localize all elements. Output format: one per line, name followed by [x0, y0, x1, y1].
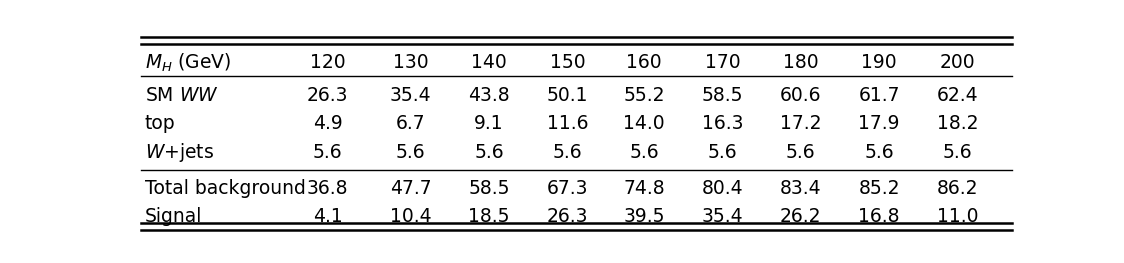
Text: 140: 140: [471, 53, 507, 72]
Text: 5.6: 5.6: [553, 143, 582, 161]
Text: 17.2: 17.2: [780, 114, 822, 133]
Text: 58.5: 58.5: [469, 179, 509, 198]
Text: 6.7: 6.7: [396, 114, 425, 133]
Text: 9.1: 9.1: [474, 114, 504, 133]
Text: 5.6: 5.6: [786, 143, 816, 161]
Text: 83.4: 83.4: [780, 179, 822, 198]
Text: 120: 120: [310, 53, 345, 72]
Text: 5.6: 5.6: [474, 143, 504, 161]
Text: Total background: Total background: [145, 179, 306, 198]
Text: top: top: [145, 114, 175, 133]
Text: 14.0: 14.0: [623, 114, 664, 133]
Text: 62.4: 62.4: [936, 86, 978, 105]
Text: 180: 180: [783, 53, 818, 72]
Text: 26.2: 26.2: [780, 207, 822, 226]
Text: 5.6: 5.6: [629, 143, 659, 161]
Text: Signal: Signal: [145, 207, 202, 226]
Text: SM $WW$: SM $WW$: [145, 86, 218, 105]
Text: 170: 170: [705, 53, 741, 72]
Text: 16.3: 16.3: [701, 114, 743, 133]
Text: 35.4: 35.4: [390, 86, 432, 105]
Text: 200: 200: [940, 53, 976, 72]
Text: 160: 160: [626, 53, 662, 72]
Text: 55.2: 55.2: [623, 86, 664, 105]
Text: 4.9: 4.9: [312, 114, 343, 133]
Text: 43.8: 43.8: [468, 86, 510, 105]
Text: 86.2: 86.2: [936, 179, 978, 198]
Text: 18.5: 18.5: [469, 207, 509, 226]
Text: 5.6: 5.6: [943, 143, 972, 161]
Text: 85.2: 85.2: [859, 179, 900, 198]
Text: 60.6: 60.6: [780, 86, 822, 105]
Text: 16.8: 16.8: [859, 207, 900, 226]
Text: 26.3: 26.3: [546, 207, 588, 226]
Text: 190: 190: [861, 53, 897, 72]
Text: 67.3: 67.3: [546, 179, 588, 198]
Text: 35.4: 35.4: [701, 207, 743, 226]
Text: $M_H$ (GeV): $M_H$ (GeV): [145, 52, 232, 74]
Text: 130: 130: [392, 53, 428, 72]
Text: 74.8: 74.8: [623, 179, 664, 198]
Text: 11.6: 11.6: [546, 114, 588, 133]
Text: 47.7: 47.7: [390, 179, 432, 198]
Text: 150: 150: [550, 53, 586, 72]
Text: 5.6: 5.6: [396, 143, 425, 161]
Text: 39.5: 39.5: [623, 207, 664, 226]
Text: 4.1: 4.1: [312, 207, 343, 226]
Text: 10.4: 10.4: [390, 207, 432, 226]
Text: 17.9: 17.9: [859, 114, 900, 133]
Text: 5.6: 5.6: [864, 143, 894, 161]
Text: 11.0: 11.0: [936, 207, 978, 226]
Text: 36.8: 36.8: [307, 179, 348, 198]
Text: 58.5: 58.5: [701, 86, 743, 105]
Text: $W$+jets: $W$+jets: [145, 140, 214, 164]
Text: 5.6: 5.6: [312, 143, 343, 161]
Text: 80.4: 80.4: [701, 179, 743, 198]
Text: 26.3: 26.3: [307, 86, 348, 105]
Text: 50.1: 50.1: [546, 86, 588, 105]
Text: 61.7: 61.7: [859, 86, 900, 105]
Text: 5.6: 5.6: [708, 143, 737, 161]
Text: 18.2: 18.2: [936, 114, 978, 133]
